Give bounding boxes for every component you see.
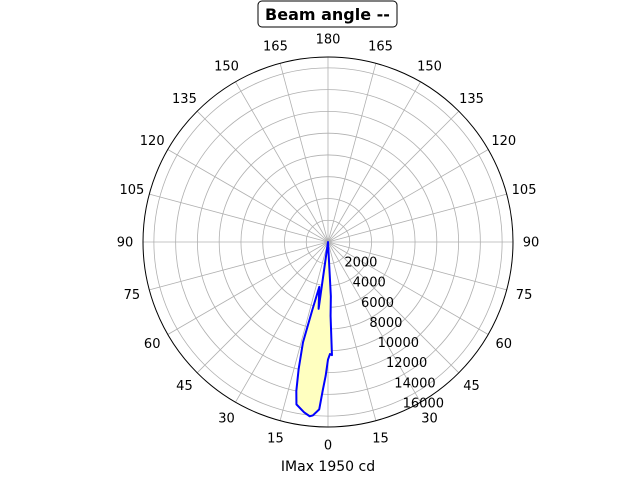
angle-grid-line	[327, 149, 489, 243]
radial-tick-label: 10000	[378, 336, 419, 351]
angle-tick-label: 75	[516, 288, 533, 303]
radial-tick-label: 12000	[386, 356, 427, 371]
angle-tick-label: 90	[117, 236, 134, 251]
angle-tick-label: 60	[496, 337, 513, 352]
angle-tick-label: 120	[140, 134, 165, 149]
angle-tick-label: 165	[368, 39, 393, 54]
angle-tick-label: 150	[214, 60, 239, 75]
angle-tick-label: 0	[324, 439, 332, 454]
angle-grid-line	[196, 241, 329, 374]
angle-tick-label: 15	[372, 432, 389, 447]
angle-grid-line	[279, 63, 329, 243]
angle-tick-label: 105	[512, 183, 537, 198]
angle-grid-line	[149, 193, 329, 243]
angle-tick-label: 135	[459, 92, 484, 107]
angle-grid-line	[167, 149, 329, 243]
angle-tick-label: 45	[176, 379, 193, 394]
angle-tick-label: 75	[124, 288, 141, 303]
chart-title: Beam angle --	[265, 5, 390, 24]
angle-tick-label: 180	[316, 33, 341, 48]
radial-tick-label: 8000	[369, 316, 402, 331]
angle-grid-line	[327, 241, 507, 291]
angle-grid-line	[327, 193, 507, 243]
angle-tick-label: 45	[463, 379, 480, 394]
radial-tick-labels: 2000 4000 6000 8000 10000 12000 14000 16000	[344, 256, 444, 412]
angle-tick-label: 165	[263, 39, 288, 54]
angle-tick-label: 135	[172, 92, 197, 107]
angle-tick-label: 60	[144, 337, 161, 352]
angle-grid-line	[327, 241, 377, 421]
series-fill-layer	[296, 242, 332, 417]
series-line	[295, 241, 333, 418]
angle-tick-label: 150	[417, 60, 442, 75]
angle-grid-line	[327, 241, 421, 403]
angle-grid-line	[196, 110, 329, 243]
angle-tick-label: 30	[421, 411, 438, 426]
radial-tick-label: 4000	[353, 276, 386, 291]
radial-tick-label: 16000	[403, 396, 444, 411]
angle-grid-line	[327, 241, 460, 374]
angle-grid-line	[167, 241, 329, 335]
angle-grid-line	[327, 81, 421, 243]
angle-grid-line	[327, 241, 489, 335]
angle-grid-line	[235, 81, 329, 243]
series-fill-area	[296, 242, 332, 417]
angle-tick-label: 30	[218, 411, 235, 426]
angle-tick-label: 90	[523, 236, 540, 251]
angle-tick-label: 105	[120, 183, 145, 198]
radial-tick-label: 2000	[344, 256, 377, 271]
angle-grid-line	[149, 241, 329, 291]
series-line-layer	[295, 241, 333, 418]
radial-tick-label: 14000	[394, 376, 435, 391]
angle-grid-line	[279, 241, 329, 421]
x-axis-label: IMax 1950 cd	[281, 459, 375, 475]
angle-grid-line	[327, 63, 377, 243]
radial-tick-label: 6000	[361, 296, 394, 311]
angle-grid-line	[235, 241, 329, 403]
chart-title-box: Beam angle --	[257, 0, 398, 28]
polar-frame	[142, 56, 514, 428]
angle-tick-label: 120	[491, 134, 516, 149]
chart-title-frame	[257, 0, 398, 28]
angle-tick-label: 15	[267, 432, 284, 447]
angle-grid-line	[327, 110, 460, 243]
